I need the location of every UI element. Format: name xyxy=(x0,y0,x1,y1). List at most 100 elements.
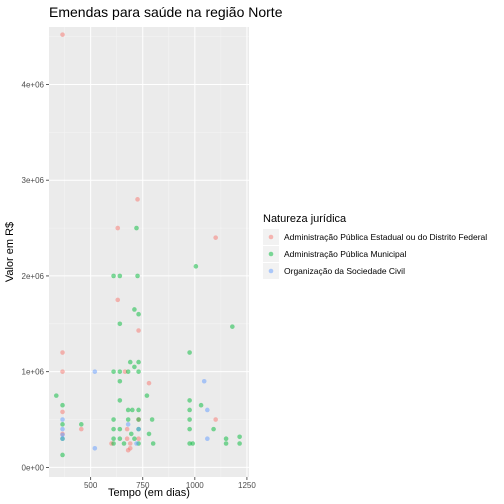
data-point-series-2 xyxy=(134,225,139,231)
data-point-series-2 xyxy=(190,441,196,446)
data-point-series-2 xyxy=(136,369,141,374)
data-point-series-3 xyxy=(136,426,141,432)
data-point-series-2 xyxy=(237,434,242,440)
data-point-series-1 xyxy=(136,328,141,333)
data-point-series-3 xyxy=(205,407,210,413)
minor-gridlines xyxy=(49,27,249,477)
data-point-series-1 xyxy=(146,380,152,386)
data-point-series-1 xyxy=(136,436,141,442)
data-point-series-2 xyxy=(60,402,65,408)
data-point-series-3 xyxy=(92,445,98,451)
legend: Natureza jurídica Administração Pública … xyxy=(263,213,487,279)
data-point-series-2 xyxy=(150,441,156,446)
legend-marker xyxy=(268,268,274,274)
data-point-series-2 xyxy=(149,417,155,422)
data-point-series-2 xyxy=(60,452,65,458)
data-point-series-2 xyxy=(125,407,131,413)
data-point-series-2 xyxy=(117,398,123,403)
data-point-series-2 xyxy=(187,417,192,422)
data-point-series-1 xyxy=(127,441,133,446)
x-tick-label: 1000 xyxy=(186,481,204,490)
data-point-series-2 xyxy=(111,417,116,422)
data-point-series-2 xyxy=(187,398,192,403)
data-point-series-2 xyxy=(230,324,235,329)
data-point-series-2 xyxy=(127,359,133,365)
data-point-series-2 xyxy=(136,311,141,317)
x-tick-label: 750 xyxy=(136,481,150,490)
data-point-series-2 xyxy=(111,273,116,279)
data-point-series-1 xyxy=(124,426,130,432)
data-point-series-2 xyxy=(132,364,137,370)
y-tick-label: 1e+06 xyxy=(22,368,45,377)
data-point-series-3 xyxy=(125,422,131,427)
data-points xyxy=(53,32,242,458)
data-point-series-1 xyxy=(60,350,65,355)
x-axis: 500 750 1000 1250 xyxy=(84,477,256,490)
chart-title: Emendas para saúde na região Norte xyxy=(49,4,283,20)
legend-label: Administração Pública Estadual ou do Dis… xyxy=(284,232,487,242)
data-point-series-2 xyxy=(60,422,65,427)
data-point-series-2 xyxy=(193,264,199,269)
data-point-series-2 xyxy=(237,441,242,446)
data-point-series-2 xyxy=(136,417,141,422)
data-point-series-3 xyxy=(205,436,210,442)
y-axis: 0e+00 1e+06 2e+06 3e+06 4e+06 xyxy=(22,80,49,472)
data-point-series-1 xyxy=(60,369,65,374)
data-point-series-2 xyxy=(198,402,204,408)
data-point-series-2 xyxy=(117,369,123,374)
data-point-series-2 xyxy=(78,422,84,427)
data-point-series-2 xyxy=(211,426,216,432)
y-tick-label: 2e+06 xyxy=(22,272,45,281)
data-point-series-1 xyxy=(78,426,84,432)
data-point-series-2 xyxy=(117,273,123,279)
legend-marker xyxy=(268,251,274,257)
data-point-series-2 xyxy=(135,273,140,279)
data-point-series-2 xyxy=(117,436,123,442)
legend-marker xyxy=(268,234,274,240)
y-axis-title: Valor em R$ xyxy=(4,222,16,282)
plot-panel xyxy=(49,27,249,477)
data-point-series-2 xyxy=(187,407,192,413)
data-point-series-2 xyxy=(111,436,116,442)
data-point-series-2 xyxy=(223,441,229,446)
y-tick-label: 0e+00 xyxy=(22,463,45,472)
y-tick-label: 3e+06 xyxy=(22,176,45,185)
data-point-series-2 xyxy=(111,426,116,432)
data-point-series-3 xyxy=(92,369,98,374)
data-point-series-2 xyxy=(117,378,123,384)
data-point-series-3 xyxy=(60,436,65,442)
data-point-series-2 xyxy=(111,369,116,374)
data-point-series-1 xyxy=(60,409,65,415)
y-tick-label: 4e+06 xyxy=(22,80,45,89)
x-axis-title: Tempo (em dias) xyxy=(108,487,190,499)
data-point-series-1 xyxy=(127,445,133,451)
data-point-series-3 xyxy=(134,441,139,446)
data-point-series-1 xyxy=(115,225,121,231)
data-point-series-2 xyxy=(130,407,135,413)
data-point-series-2 xyxy=(144,393,150,398)
data-point-series-3 xyxy=(60,426,65,432)
x-tick-label: 1250 xyxy=(238,481,256,490)
major-gridlines xyxy=(49,27,249,477)
data-point-series-1 xyxy=(213,235,218,240)
data-point-series-2 xyxy=(121,441,127,446)
data-point-series-1 xyxy=(60,32,65,37)
data-point-series-2 xyxy=(111,441,116,446)
data-point-series-2 xyxy=(223,436,229,442)
data-point-series-1 xyxy=(213,417,218,422)
data-point-series-3 xyxy=(60,432,65,438)
data-point-series-2 xyxy=(132,307,137,312)
legend-label: Organização da Sociedade Civil xyxy=(284,266,405,276)
data-point-series-2 xyxy=(146,431,152,437)
data-point-series-2 xyxy=(125,369,131,374)
data-point-series-2 xyxy=(128,431,134,437)
data-point-series-2 xyxy=(187,426,192,432)
legend-title: Natureza jurídica xyxy=(263,213,347,225)
data-point-series-1 xyxy=(124,436,130,442)
data-point-series-3 xyxy=(60,417,65,422)
data-point-series-2 xyxy=(136,359,141,365)
data-point-series-2 xyxy=(132,436,137,442)
data-point-series-2 xyxy=(117,321,123,327)
data-point-series-1 xyxy=(135,197,140,202)
